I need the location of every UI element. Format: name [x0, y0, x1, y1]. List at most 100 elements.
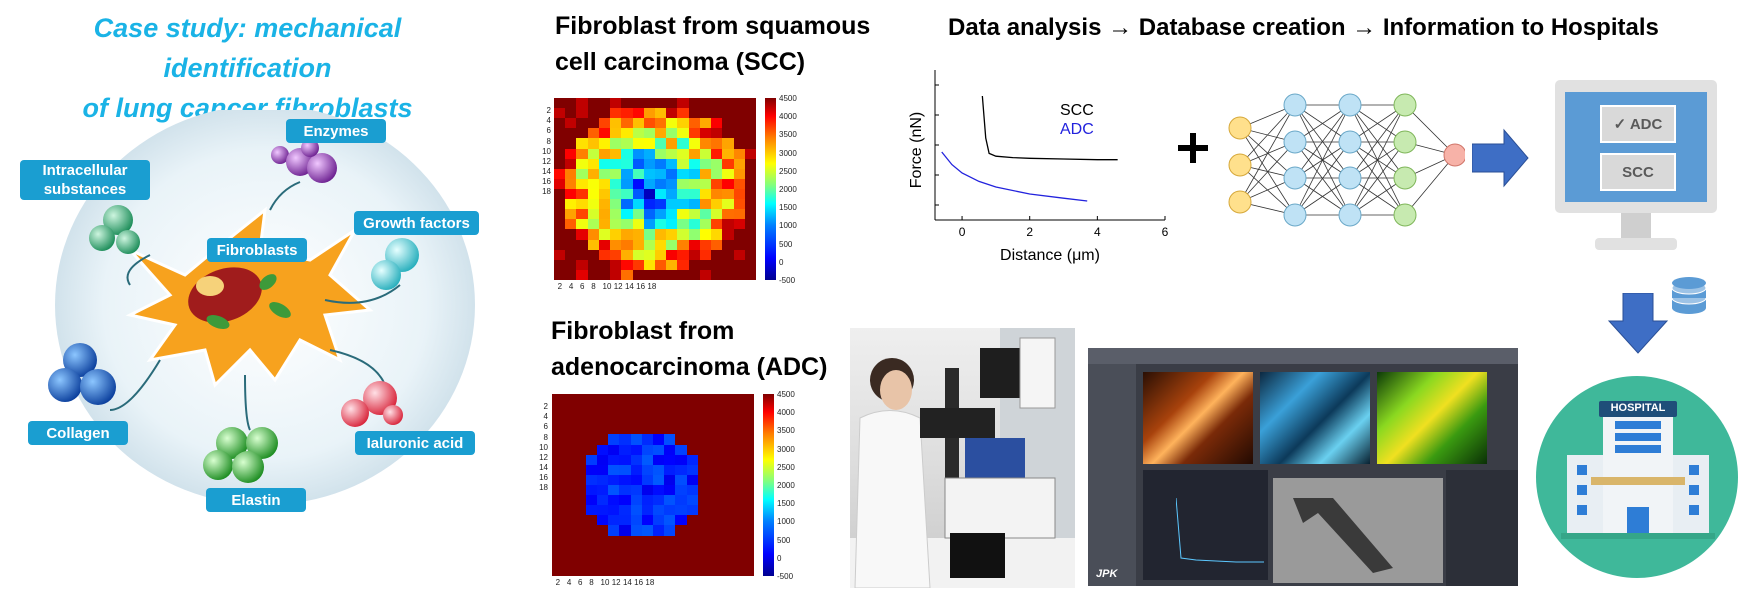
heatmap-cell	[699, 138, 712, 149]
x-tick: 14	[622, 578, 632, 587]
heatmap-cell	[655, 118, 667, 129]
heatmap-cell	[688, 98, 700, 109]
heatmap-cell	[666, 249, 678, 260]
heatmap-cell	[711, 249, 723, 260]
heatmap-cell	[720, 525, 732, 536]
heatmap-cell	[596, 424, 609, 435]
heatmap-cell	[641, 515, 653, 526]
heatmap-cell	[731, 424, 743, 435]
nn-connection	[1294, 104, 1351, 179]
heatmap-cell	[731, 474, 743, 485]
heatmap-cell	[655, 158, 667, 169]
heatmap-cell	[742, 414, 754, 425]
heatmap-cell	[742, 555, 754, 566]
heatmap-cell	[563, 545, 575, 556]
heatmap-cell	[742, 484, 754, 496]
heatmap-cell	[563, 464, 575, 475]
heatmap-cell	[711, 199, 723, 210]
heatmap-cell	[720, 444, 732, 455]
afm-image-3	[1377, 372, 1487, 464]
heatmap-cell	[565, 98, 577, 109]
heatmap-cell	[733, 118, 745, 129]
heatmap-cell	[610, 98, 622, 109]
heatmap-cell	[576, 98, 588, 109]
heatmap-cell	[608, 464, 620, 475]
heatmap-cell	[720, 495, 732, 506]
heatmap-cell	[585, 474, 597, 485]
heatmap-cell	[666, 229, 678, 240]
colorbar-tick: -500	[777, 572, 794, 581]
x-tick: 4	[568, 282, 574, 291]
heatmap-cell	[630, 495, 642, 506]
nn-connection	[1404, 154, 1456, 216]
heatmap-cell	[608, 414, 620, 425]
x-tick-label: 0	[959, 225, 966, 239]
heatmap-cell	[574, 464, 586, 475]
heatmap-cell	[675, 545, 687, 556]
heatmap-cell	[554, 178, 566, 189]
heatmap-cell	[608, 444, 620, 455]
heatmap-cell	[552, 535, 564, 546]
heatmap-cell	[709, 484, 721, 496]
heatmap-cell	[711, 108, 723, 119]
x-tick: 18	[647, 282, 657, 291]
heatmap-cell	[596, 464, 609, 475]
heatmap-cell	[742, 434, 754, 445]
heatmap-cell	[675, 484, 687, 496]
x-tick-label: 6	[1162, 225, 1169, 239]
heatmap-cell	[744, 108, 756, 119]
heatmap-cell	[733, 148, 745, 159]
heatmap-cell	[576, 118, 588, 129]
heatmap-cell	[731, 484, 743, 496]
heatmap-cell	[664, 424, 676, 435]
heatmap-cell	[664, 454, 676, 465]
heatmap-cell	[641, 434, 653, 445]
heatmap-cell	[596, 434, 609, 445]
x-tick: 12	[613, 282, 623, 291]
heatmap-cell	[552, 404, 564, 415]
colorbar-tick: 3000	[779, 148, 797, 158]
neural-network-diagram	[1215, 90, 1467, 245]
heatmap-cell	[666, 148, 678, 159]
heatmap-cell	[666, 209, 678, 220]
heatmap-cell	[610, 269, 622, 280]
heatmap-cell	[621, 98, 633, 109]
heatmap-cell	[699, 229, 712, 240]
nn-connection	[1294, 141, 1351, 216]
heatmap-cell	[686, 474, 698, 485]
heatmap-cell	[630, 434, 642, 445]
page-title: Case study: mechanical identification of…	[10, 8, 485, 128]
heatmap-cell	[686, 424, 698, 435]
heatmap-cell	[733, 108, 745, 119]
heatmap-cell	[598, 239, 611, 250]
heatmap-cell	[598, 118, 611, 129]
heatmap-cell	[720, 434, 732, 445]
heatmap-cell	[709, 414, 721, 425]
heatmap-cell	[585, 545, 597, 556]
heatmap-cell	[699, 269, 712, 280]
colorbar-tick: 500	[779, 239, 793, 249]
heatmap-cell	[688, 118, 700, 129]
heatmap-cell	[608, 404, 620, 415]
heatmap-cell	[632, 178, 644, 189]
heatmap-cell	[596, 505, 609, 516]
heatmap-cell	[565, 219, 577, 230]
heatmap-cell	[608, 525, 620, 536]
heatmap-cell	[733, 209, 745, 220]
collagen-molecules	[48, 343, 116, 405]
heatmap-cell	[653, 404, 665, 415]
heatmap-cell	[720, 484, 732, 496]
label-collagen: Collagen	[28, 421, 128, 445]
heatmap-cell	[630, 545, 642, 556]
heatmap-cell	[610, 148, 622, 159]
heatmap-cell	[722, 269, 734, 280]
heatmap-cell	[596, 545, 609, 556]
nn-connection	[1239, 141, 1296, 203]
heatmap-cell	[686, 505, 698, 516]
heatmap-cell	[598, 138, 611, 149]
heatmap-cell	[632, 229, 644, 240]
heatmap-cell	[621, 128, 633, 139]
heatmap-cell	[643, 168, 655, 179]
adc-x-ticks: 2 4 6 8 10 12 14 16 18	[552, 578, 754, 590]
heatmap-cell	[666, 239, 678, 250]
